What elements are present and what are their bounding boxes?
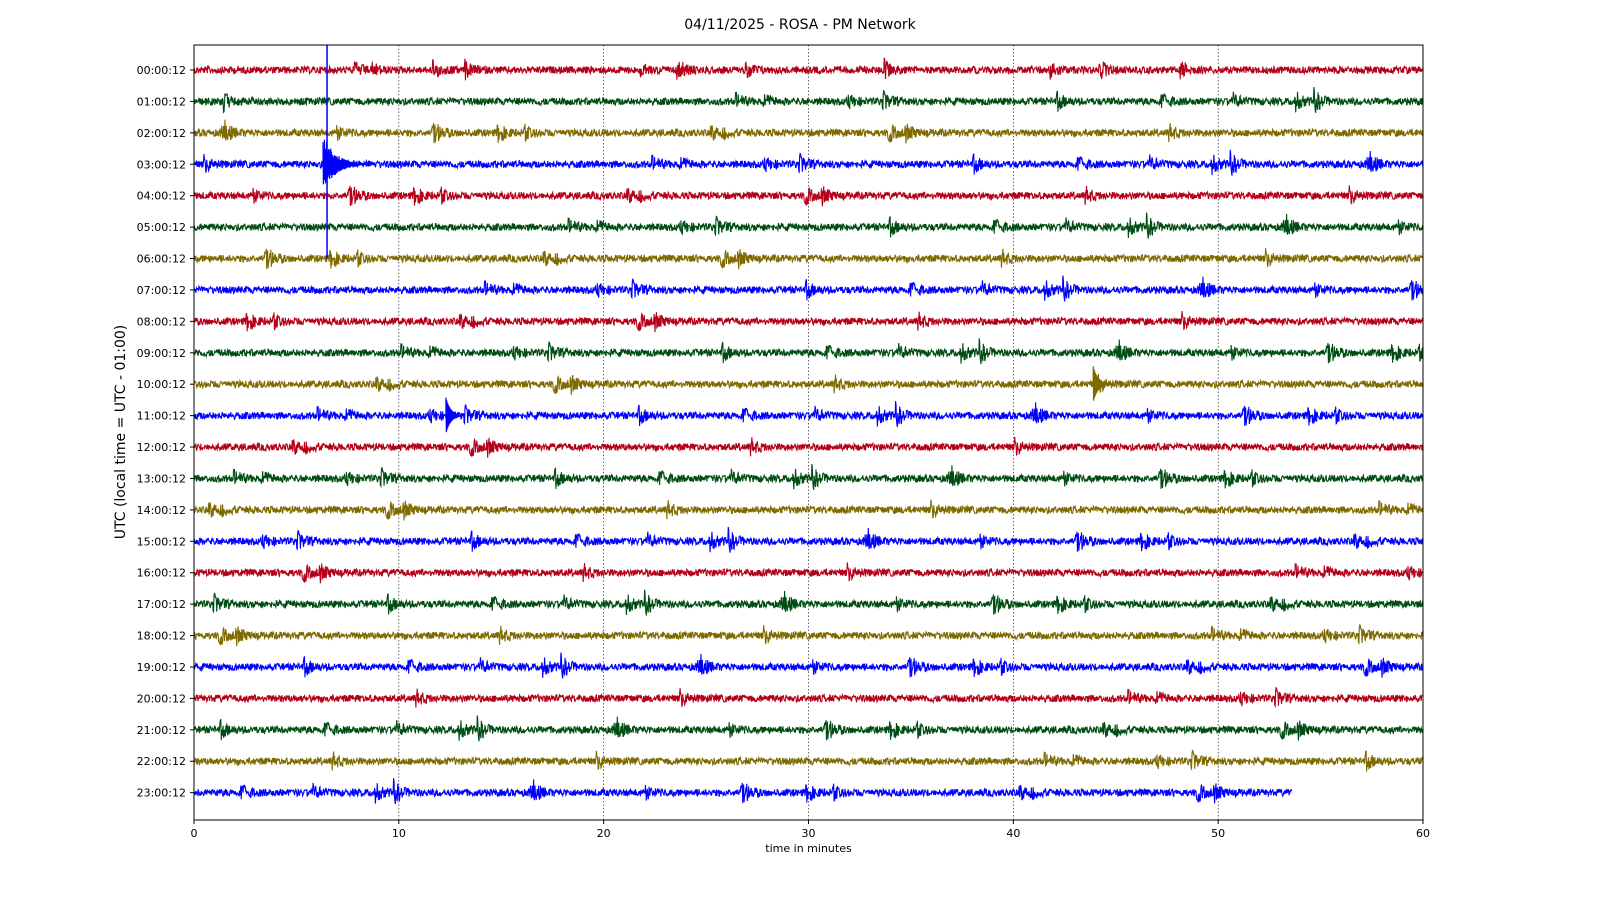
row-label: 12:00:12 <box>137 441 186 454</box>
row-label: 20:00:12 <box>137 692 186 705</box>
trace-row-19 <box>193 652 1424 679</box>
seismic-traces <box>193 45 1424 805</box>
trace-row-12 <box>193 436 1424 458</box>
trace-row-18 <box>193 623 1424 647</box>
local-event-burst <box>1092 366 1110 401</box>
row-label: 01:00:12 <box>137 95 186 108</box>
trace-row-10 <box>193 373 1424 395</box>
trace-row-06 <box>193 248 1424 270</box>
x-tick-label: 60 <box>1416 827 1430 840</box>
row-label: 15:00:12 <box>137 535 186 548</box>
trace-row-09 <box>193 338 1424 365</box>
row-label: 17:00:12 <box>137 598 186 611</box>
y-axis-label: UTC (local time = UTC - 01:00) <box>113 325 129 540</box>
x-axis-ticks: 0 10 20 30 40 50 60 <box>191 820 1430 840</box>
trace-row-16 <box>193 562 1424 584</box>
trace-row-20 <box>193 686 1424 708</box>
row-label: 22:00:12 <box>137 755 186 768</box>
x-tick-label: 50 <box>1211 827 1225 840</box>
plot-frame <box>193 44 1424 821</box>
row-label: 06:00:12 <box>137 253 186 266</box>
x-tick-label: 40 <box>1006 827 1020 840</box>
row-label: 10:00:12 <box>137 378 186 391</box>
row-label: 05:00:12 <box>137 221 186 234</box>
row-time-labels: 00:00:12 01:00:12 02:00:12 03:00:12 04:00:12… <box>137 64 194 800</box>
row-label: 14:00:12 <box>137 504 186 517</box>
trace-row-13 <box>193 463 1424 490</box>
row-label: 16:00:12 <box>137 567 186 580</box>
trace-row-17 <box>193 589 1424 616</box>
row-label: 00:00:12 <box>137 64 186 77</box>
row-label: 23:00:12 <box>137 787 186 800</box>
row-label: 09:00:12 <box>137 347 186 360</box>
row-label: 11:00:12 <box>137 410 186 423</box>
trace-row-11 <box>193 401 1424 428</box>
row-label: 02:00:12 <box>137 127 186 140</box>
trace-row-21 <box>193 715 1424 742</box>
trace-row-03 <box>193 149 1424 176</box>
earthquake-coda <box>322 139 373 185</box>
x-tick-label: 30 <box>802 827 816 840</box>
local-event-burst <box>445 397 463 433</box>
row-label: 04:00:12 <box>137 190 186 203</box>
trace-row-05 <box>193 212 1424 239</box>
trace-row-07 <box>193 275 1424 302</box>
trace-row-04 <box>193 185 1424 207</box>
chart-title: 04/11/2025 - ROSA - PM Network <box>684 17 916 33</box>
trace-row-23 <box>193 778 1293 805</box>
trace-row-15 <box>193 526 1424 553</box>
row-label: 18:00:12 <box>137 630 186 643</box>
row-label: 08:00:12 <box>137 315 186 328</box>
x-tick-label: 10 <box>392 827 406 840</box>
trace-row-00 <box>193 57 1424 81</box>
trace-row-22 <box>193 749 1424 772</box>
x-tick-label: 20 <box>597 827 611 840</box>
row-label: 03:00:12 <box>137 158 186 171</box>
row-label: 21:00:12 <box>137 724 186 737</box>
trace-row-14 <box>193 499 1424 521</box>
row-label: 13:00:12 <box>137 472 186 485</box>
x-axis-label: time in minutes <box>765 842 852 855</box>
row-label: 07:00:12 <box>137 284 186 297</box>
trace-row-08 <box>193 311 1424 333</box>
trace-row-02 <box>193 119 1424 144</box>
x-tick-label: 0 <box>191 827 198 840</box>
trace-row-01 <box>193 86 1424 114</box>
row-label: 19:00:12 <box>137 661 186 674</box>
